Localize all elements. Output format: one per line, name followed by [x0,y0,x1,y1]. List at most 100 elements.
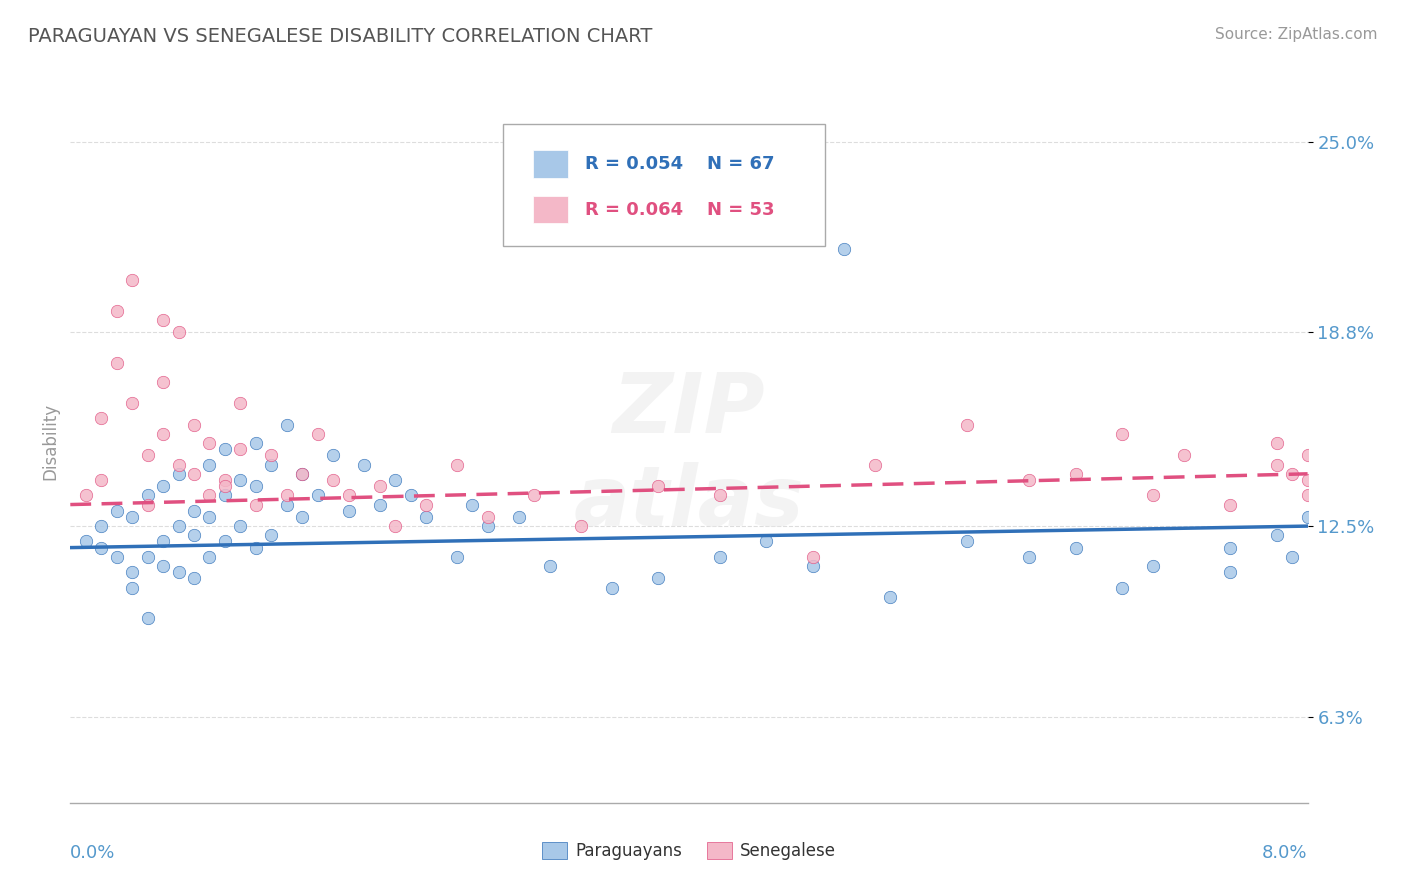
Point [152,426,174,441]
Point [229,519,252,533]
Point [1296,488,1319,502]
Point [245,498,267,512]
Point [709,488,731,502]
Point [105,304,128,318]
Point [461,498,484,512]
Point [569,519,592,533]
Point [384,519,406,533]
Point [956,417,979,432]
Point [75,534,97,549]
Point [136,549,159,564]
Point [276,498,298,512]
Point [322,449,344,463]
Point [198,509,221,524]
Text: R = 0.054: R = 0.054 [585,155,683,173]
Point [1142,559,1164,574]
Point [446,549,468,564]
Point [477,519,499,533]
Point [105,356,128,370]
Point [291,467,314,481]
Point [198,436,221,450]
Point [368,479,391,493]
Point [121,396,143,410]
Point [1265,458,1288,472]
Point [1219,498,1241,512]
Point [337,488,360,502]
Text: N = 53: N = 53 [707,201,775,219]
Point [322,473,344,487]
Point [183,467,205,481]
Point [245,541,267,555]
Point [477,509,499,524]
Point [291,467,314,481]
Point [152,375,174,389]
Point [276,417,298,432]
Point [121,565,143,579]
Point [152,313,174,327]
Point [245,436,267,450]
Point [1111,581,1133,595]
Point [183,504,205,518]
Point [1018,549,1040,564]
Point [647,571,669,585]
Point [709,549,731,564]
Point [90,411,112,425]
FancyBboxPatch shape [503,124,825,246]
Point [1173,449,1195,463]
Point [1265,436,1288,450]
Point [647,479,669,493]
Point [399,488,422,502]
Text: 8.0%: 8.0% [1263,844,1308,863]
Point [136,449,159,463]
Point [1111,426,1133,441]
Point [801,549,824,564]
Point [353,458,375,472]
Point [152,559,174,574]
Text: 0.0%: 0.0% [70,844,115,863]
Point [384,473,406,487]
Point [90,541,112,555]
Point [1142,488,1164,502]
Point [1296,473,1319,487]
Point [415,509,437,524]
Point [198,488,221,502]
Point [167,326,190,340]
FancyBboxPatch shape [533,196,568,223]
Point [260,458,283,472]
Point [260,449,283,463]
Point [167,519,190,533]
Point [1064,541,1087,555]
Point [415,498,437,512]
Y-axis label: Disability: Disability [41,403,59,480]
Point [801,559,824,574]
Point [121,581,143,595]
Point [600,581,623,595]
Point [1281,467,1303,481]
Point [152,479,174,493]
Point [105,549,128,564]
Point [167,458,190,472]
Point [90,473,112,487]
Point [183,528,205,542]
Point [198,549,221,564]
Point [1265,528,1288,542]
Point [1064,467,1087,481]
Text: Source: ZipAtlas.com: Source: ZipAtlas.com [1215,27,1378,42]
Point [229,473,252,487]
Point [136,498,159,512]
Point [214,534,236,549]
Point [229,396,252,410]
Point [1296,509,1319,524]
Point [956,534,979,549]
Point [105,504,128,518]
Text: PARAGUAYAN VS SENEGALESE DISABILITY CORRELATION CHART: PARAGUAYAN VS SENEGALESE DISABILITY CORR… [28,27,652,45]
Point [337,504,360,518]
Point [136,488,159,502]
FancyBboxPatch shape [533,151,568,178]
Point [75,488,97,502]
Point [879,590,901,604]
Point [446,458,468,472]
Text: ZIP
atlas: ZIP atlas [574,368,804,543]
Point [214,488,236,502]
Point [260,528,283,542]
